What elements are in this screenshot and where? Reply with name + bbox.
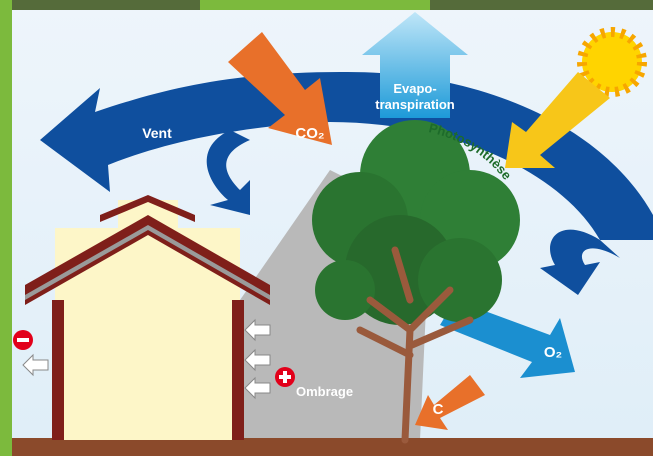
label-vent: Vent	[142, 125, 172, 141]
label-evapo-1: Evapo-	[393, 81, 436, 96]
top-strip-green	[200, 0, 430, 10]
wall-left	[52, 300, 64, 440]
ground	[12, 438, 653, 456]
label-co2: CO₂	[295, 125, 324, 142]
minus-sign	[17, 338, 29, 342]
label-ombrage: Ombrage	[296, 384, 353, 399]
diagram: Vent CO₂ Evapo- transpiration Photosynth…	[0, 0, 653, 456]
label-o2: O₂	[544, 344, 562, 361]
label-c: C	[433, 401, 444, 418]
label-evapo-2: transpiration	[375, 97, 455, 112]
left-border	[0, 0, 12, 456]
wall-right	[232, 300, 244, 440]
plus-sign-v	[283, 371, 287, 383]
